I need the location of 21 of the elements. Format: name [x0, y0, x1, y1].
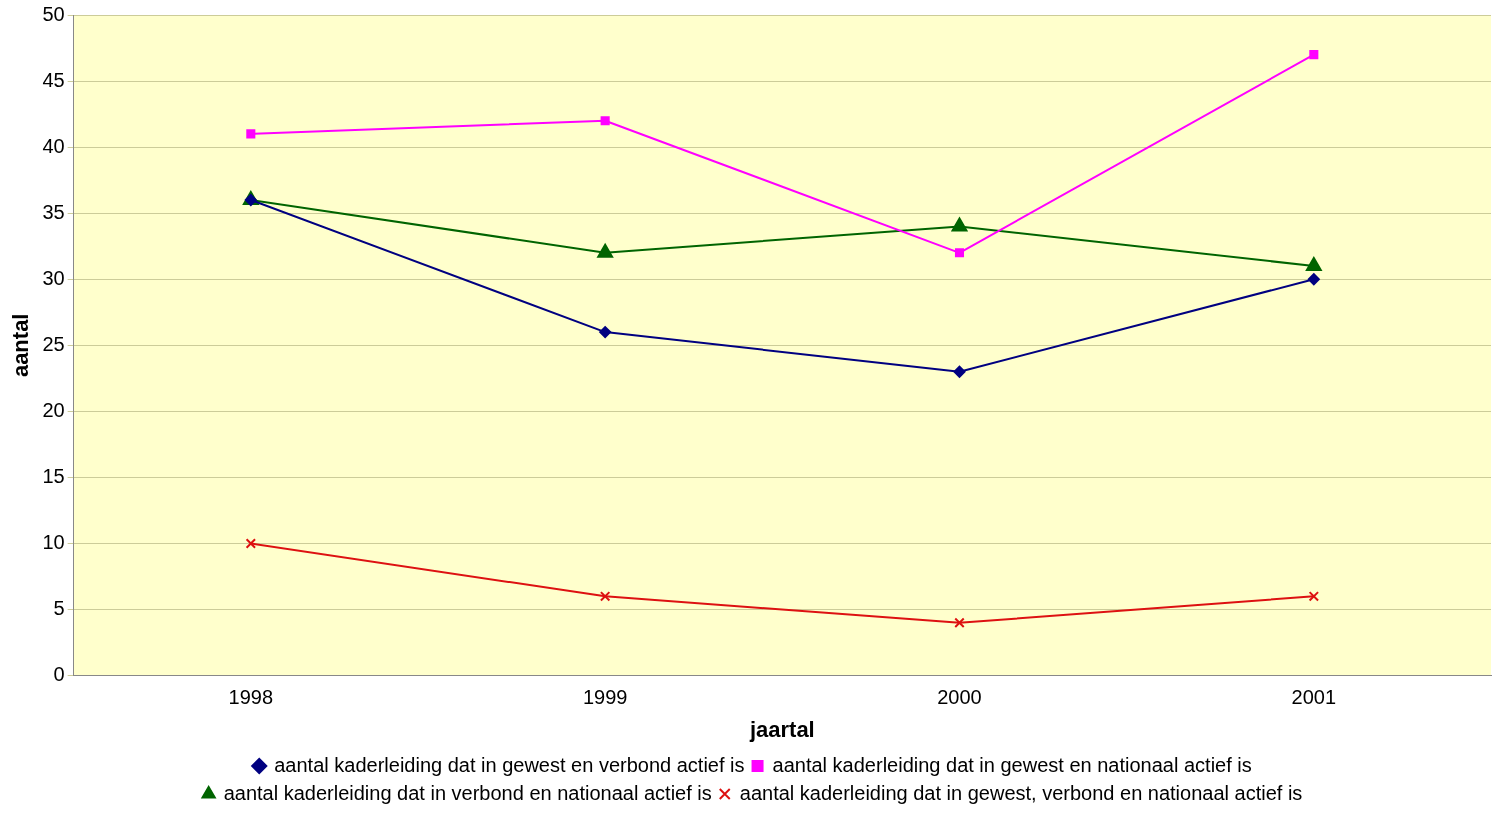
y-tick-label: 25 [42, 332, 65, 355]
y-axis-title: aantal [8, 313, 34, 378]
legend-label: aantal kaderleiding dat in verbond en nationaal actief is [223, 781, 712, 804]
y-tick-label: 5 [53, 597, 65, 620]
x-tick-label: 2000 [937, 686, 982, 709]
legend-label: aantal kaderleiding dat in gewest, verbond en nationaal actief is [739, 781, 1303, 804]
y-tick-label: 20 [42, 398, 65, 421]
x-axis-title: jaartal [748, 716, 815, 742]
y-tick-label: 0 [53, 663, 65, 686]
y-tick-label: 10 [42, 531, 65, 553]
y-tick-label: 35 [42, 200, 65, 223]
y-tick-label: 45 [42, 68, 65, 91]
y-tick-label: 30 [42, 266, 65, 289]
legend-label: aantal kaderleiding dat in gewest en verbond actief is [274, 753, 745, 776]
legend-label: aantal kaderleiding dat in gewest en nationaal actief is [772, 753, 1252, 776]
y-tick-label: 50 [42, 2, 65, 25]
x-tick-label: 1999 [582, 686, 628, 709]
x-tick-label: 1998 [228, 686, 274, 709]
x-tick-label: 2001 [1291, 686, 1337, 709]
y-tick-label: 40 [42, 134, 65, 157]
y-tick-label: 15 [42, 464, 65, 487]
